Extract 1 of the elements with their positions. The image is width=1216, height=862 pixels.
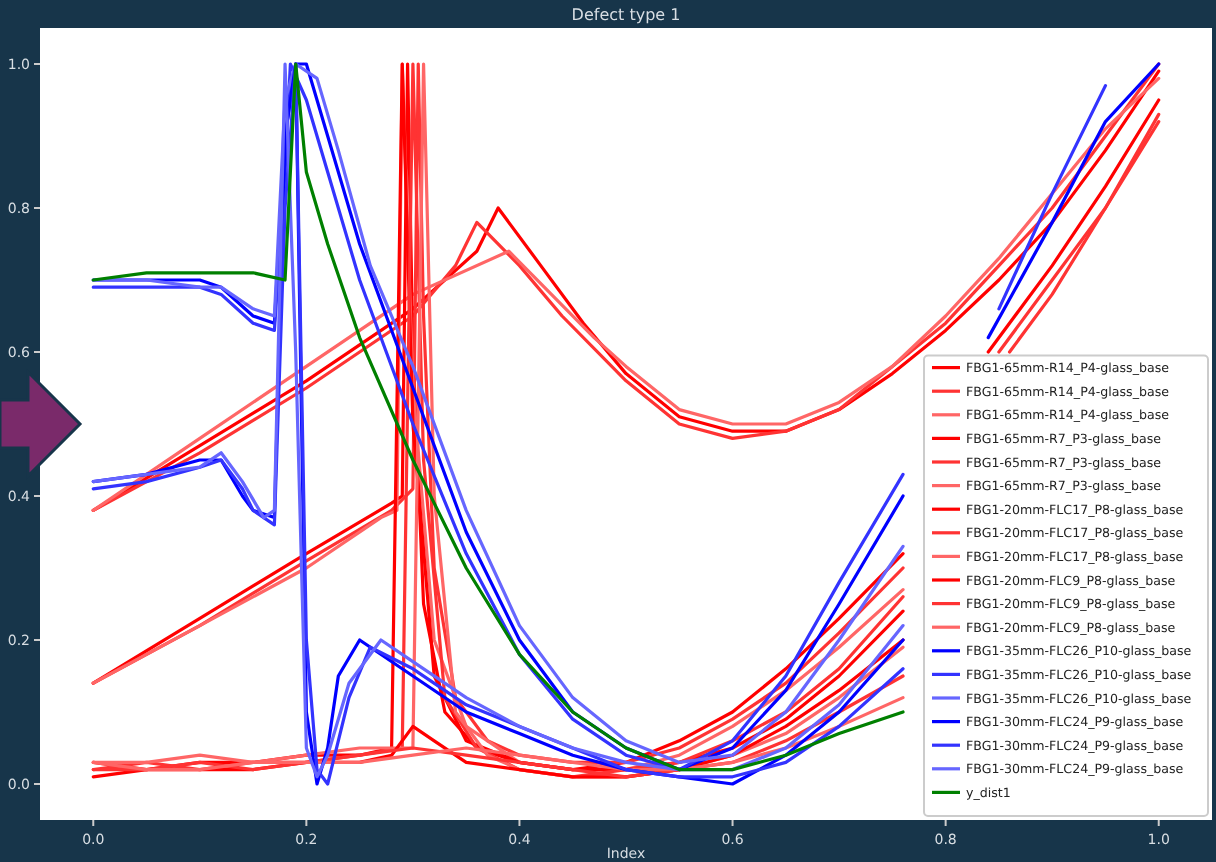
chart-title: Defect type 1: [571, 6, 681, 24]
